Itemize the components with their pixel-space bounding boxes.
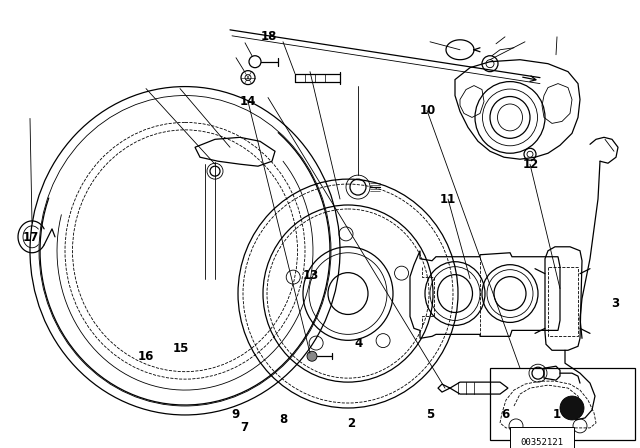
Text: 5: 5 <box>426 408 434 421</box>
Circle shape <box>560 396 584 420</box>
Text: 1: 1 <box>553 408 561 421</box>
Text: 4: 4 <box>355 337 362 350</box>
Text: 10: 10 <box>419 104 436 117</box>
Text: 17: 17 <box>22 231 39 244</box>
Text: 16: 16 <box>138 350 154 363</box>
Text: 6: 6 <box>502 408 509 421</box>
Text: 8: 8 <box>279 414 287 426</box>
Text: 9: 9 <box>232 408 239 421</box>
Text: 14: 14 <box>240 95 257 108</box>
Text: 12: 12 <box>523 159 540 172</box>
Bar <box>490 368 635 440</box>
Circle shape <box>307 351 317 361</box>
Text: 3: 3 <box>612 297 620 310</box>
Text: 18: 18 <box>260 30 277 43</box>
Text: 13: 13 <box>302 269 319 282</box>
Text: 11: 11 <box>440 193 456 206</box>
Text: 7: 7 <box>241 421 248 434</box>
Text: 00352121: 00352121 <box>520 438 563 447</box>
Text: 15: 15 <box>172 342 189 355</box>
Text: 2: 2 <box>347 417 355 430</box>
